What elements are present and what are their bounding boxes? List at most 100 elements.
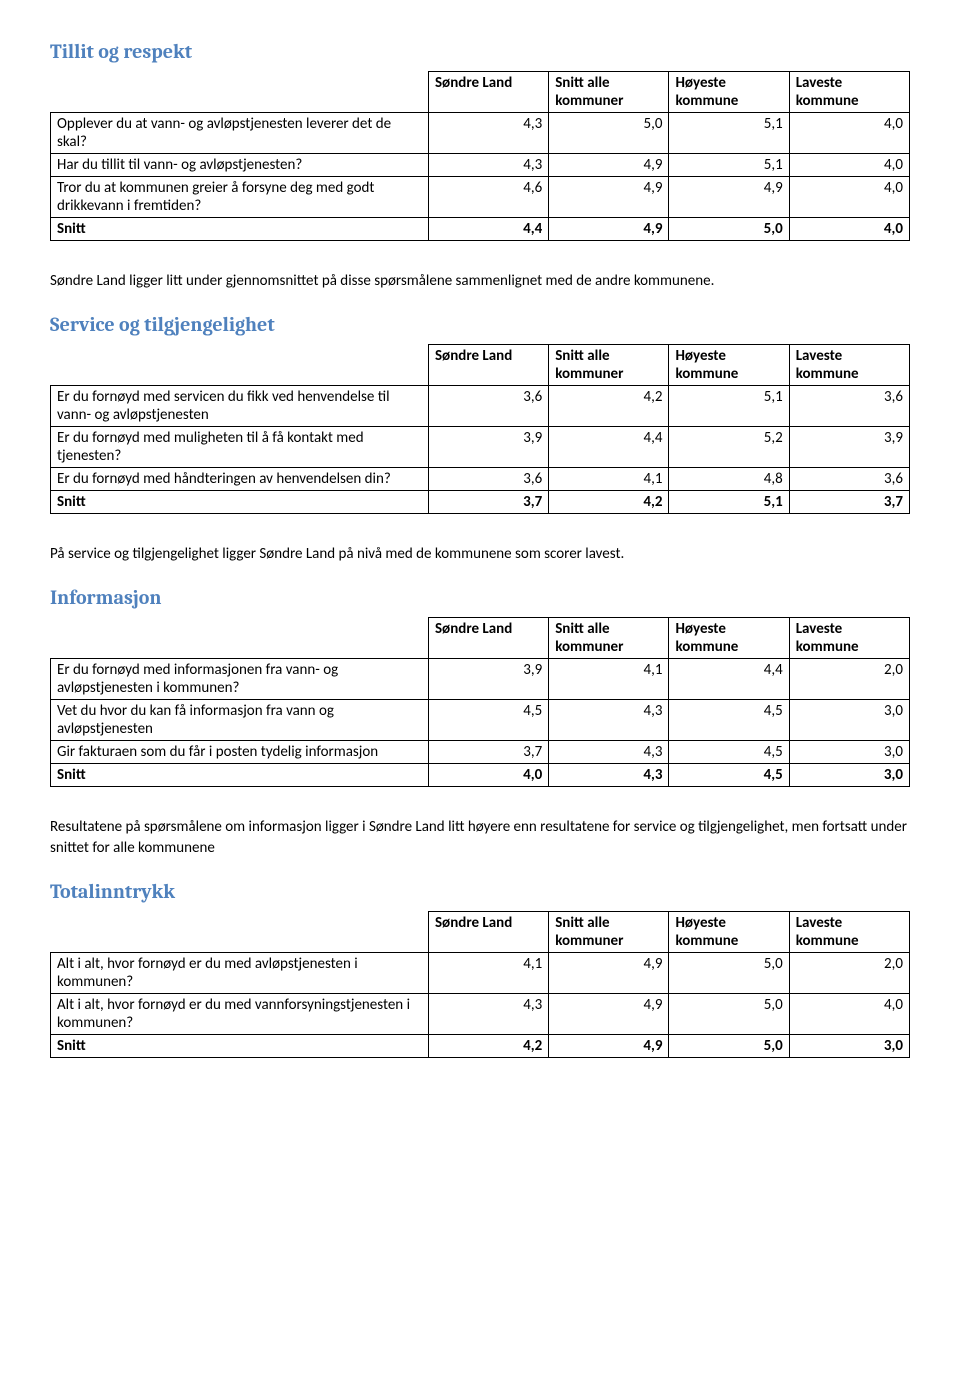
snitt-label: Snitt: [51, 763, 429, 786]
cell-value: 5,0: [669, 953, 789, 994]
row-label: Er du fornøyd med håndteringen av henven…: [51, 467, 429, 490]
section-heading-totalinntrykk: Totalinntrykk: [50, 880, 910, 903]
cell-value: 4,3: [428, 113, 548, 154]
col-header-snitt: Snitt alle kommuner: [549, 617, 669, 658]
table-row: Er du fornøyd med informasjonen fra vann…: [51, 658, 910, 699]
cell-value: 4,9: [549, 1035, 669, 1058]
row-label: Gir fakturaen som du får i posten tydeli…: [51, 740, 429, 763]
section-heading-service: Service og tilgjengelighet: [50, 313, 910, 336]
cell-value: 5,1: [669, 385, 789, 426]
row-label: Alt i alt, hvor fornøyd er du med avløps…: [51, 953, 429, 994]
table-row: Har du tillit til vann- og avløpstjenest…: [51, 154, 910, 177]
table-row-snitt: Snitt 4,4 4,9 5,0 4,0: [51, 218, 910, 241]
table-row: Alt i alt, hvor fornøyd er du med avløps…: [51, 953, 910, 994]
cell-value: 4,2: [549, 385, 669, 426]
table-row: Er du fornøyd med håndteringen av henven…: [51, 467, 910, 490]
table-totalinntrykk: Søndre Land Snitt alle kommuner Høyeste …: [50, 911, 910, 1058]
table-row: Tror du at kommunen greier å forsyne deg…: [51, 177, 910, 218]
cell-value: 3,6: [789, 467, 909, 490]
col-header-snitt: Snitt alle kommuner: [549, 72, 669, 113]
cell-value: 3,0: [789, 763, 909, 786]
cell-value: 4,9: [549, 154, 669, 177]
table-service: Søndre Land Snitt alle kommuner Høyeste …: [50, 344, 910, 514]
cell-value: 4,5: [669, 740, 789, 763]
cell-value: 4,5: [669, 763, 789, 786]
section-heading-tillit: Tillit og respekt: [50, 40, 910, 63]
cell-value: 4,9: [549, 218, 669, 241]
cell-value: 4,4: [549, 426, 669, 467]
row-label: Er du fornøyd med servicen du fikk ved h…: [51, 385, 429, 426]
snitt-label: Snitt: [51, 490, 429, 513]
cell-value: 3,7: [428, 490, 548, 513]
body-paragraph-tillit: Søndre Land ligger litt under gjennomsni…: [50, 271, 910, 293]
row-label: Tror du at kommunen greier å forsyne deg…: [51, 177, 429, 218]
cell-value: 4,3: [549, 763, 669, 786]
cell-value: 4,4: [428, 218, 548, 241]
col-header-laveste: Laveste kommune: [789, 617, 909, 658]
cell-value: 4,0: [789, 177, 909, 218]
cell-value: 4,1: [549, 467, 669, 490]
table-row: Er du fornøyd med servicen du fikk ved h…: [51, 385, 910, 426]
table-corner-empty: [51, 344, 429, 385]
row-label: Har du tillit til vann- og avløpstjenest…: [51, 154, 429, 177]
row-label: Opplever du at vann- og avløpstjenesten …: [51, 113, 429, 154]
col-header-laveste: Laveste kommune: [789, 912, 909, 953]
cell-value: 4,5: [428, 699, 548, 740]
col-header-snitt: Snitt alle kommuner: [549, 912, 669, 953]
row-label: Vet du hvor du kan få informasjon fra va…: [51, 699, 429, 740]
cell-value: 4,3: [428, 994, 548, 1035]
table-row: Er du fornøyd med muligheten til å få ko…: [51, 426, 910, 467]
col-header-hoyeste: Høyeste kommune: [669, 912, 789, 953]
cell-value: 3,7: [789, 490, 909, 513]
cell-value: 4,6: [428, 177, 548, 218]
snitt-label: Snitt: [51, 218, 429, 241]
cell-value: 4,2: [428, 1035, 548, 1058]
table-row: Alt i alt, hvor fornøyd er du med vannfo…: [51, 994, 910, 1035]
table-corner-empty: [51, 912, 429, 953]
cell-value: 4,9: [549, 953, 669, 994]
table-row: Vet du hvor du kan få informasjon fra va…: [51, 699, 910, 740]
cell-value: 5,2: [669, 426, 789, 467]
cell-value: 4,3: [549, 699, 669, 740]
col-header-hoyeste: Høyeste kommune: [669, 617, 789, 658]
body-paragraph-service: På service og tilgjengelighet ligger Søn…: [50, 544, 910, 566]
cell-value: 3,0: [789, 699, 909, 740]
table-row: Gir fakturaen som du får i posten tydeli…: [51, 740, 910, 763]
table-corner-empty: [51, 72, 429, 113]
cell-value: 3,9: [789, 426, 909, 467]
cell-value: 4,0: [789, 113, 909, 154]
row-label: Er du fornøyd med muligheten til å få ko…: [51, 426, 429, 467]
table-informasjon: Søndre Land Snitt alle kommuner Høyeste …: [50, 617, 910, 787]
cell-value: 3,9: [428, 658, 548, 699]
table-tillit: Søndre Land Snitt alle kommuner Høyeste …: [50, 71, 910, 241]
cell-value: 5,1: [669, 113, 789, 154]
cell-value: 5,0: [549, 113, 669, 154]
col-header-sondre: Søndre Land: [428, 72, 548, 113]
row-label: Alt i alt, hvor fornøyd er du med vannfo…: [51, 994, 429, 1035]
cell-value: 3,6: [428, 467, 548, 490]
cell-value: 4,4: [669, 658, 789, 699]
col-header-sondre: Søndre Land: [428, 344, 548, 385]
table-row: Opplever du at vann- og avløpstjenesten …: [51, 113, 910, 154]
table-row-snitt: Snitt 3,7 4,2 5,1 3,7: [51, 490, 910, 513]
cell-value: 4,2: [549, 490, 669, 513]
cell-value: 2,0: [789, 658, 909, 699]
col-header-hoyeste: Høyeste kommune: [669, 72, 789, 113]
col-header-laveste: Laveste kommune: [789, 344, 909, 385]
cell-value: 3,0: [789, 1035, 909, 1058]
cell-value: 4,1: [549, 658, 669, 699]
cell-value: 4,9: [669, 177, 789, 218]
table-corner-empty: [51, 617, 429, 658]
col-header-sondre: Søndre Land: [428, 912, 548, 953]
col-header-laveste: Laveste kommune: [789, 72, 909, 113]
cell-value: 4,5: [669, 699, 789, 740]
cell-value: 4,9: [549, 177, 669, 218]
row-label: Er du fornøyd med informasjonen fra vann…: [51, 658, 429, 699]
cell-value: 3,0: [789, 740, 909, 763]
table-row-snitt: Snitt 4,0 4,3 4,5 3,0: [51, 763, 910, 786]
cell-value: 4,0: [789, 154, 909, 177]
cell-value: 3,7: [428, 740, 548, 763]
col-header-sondre: Søndre Land: [428, 617, 548, 658]
cell-value: 2,0: [789, 953, 909, 994]
cell-value: 5,1: [669, 154, 789, 177]
